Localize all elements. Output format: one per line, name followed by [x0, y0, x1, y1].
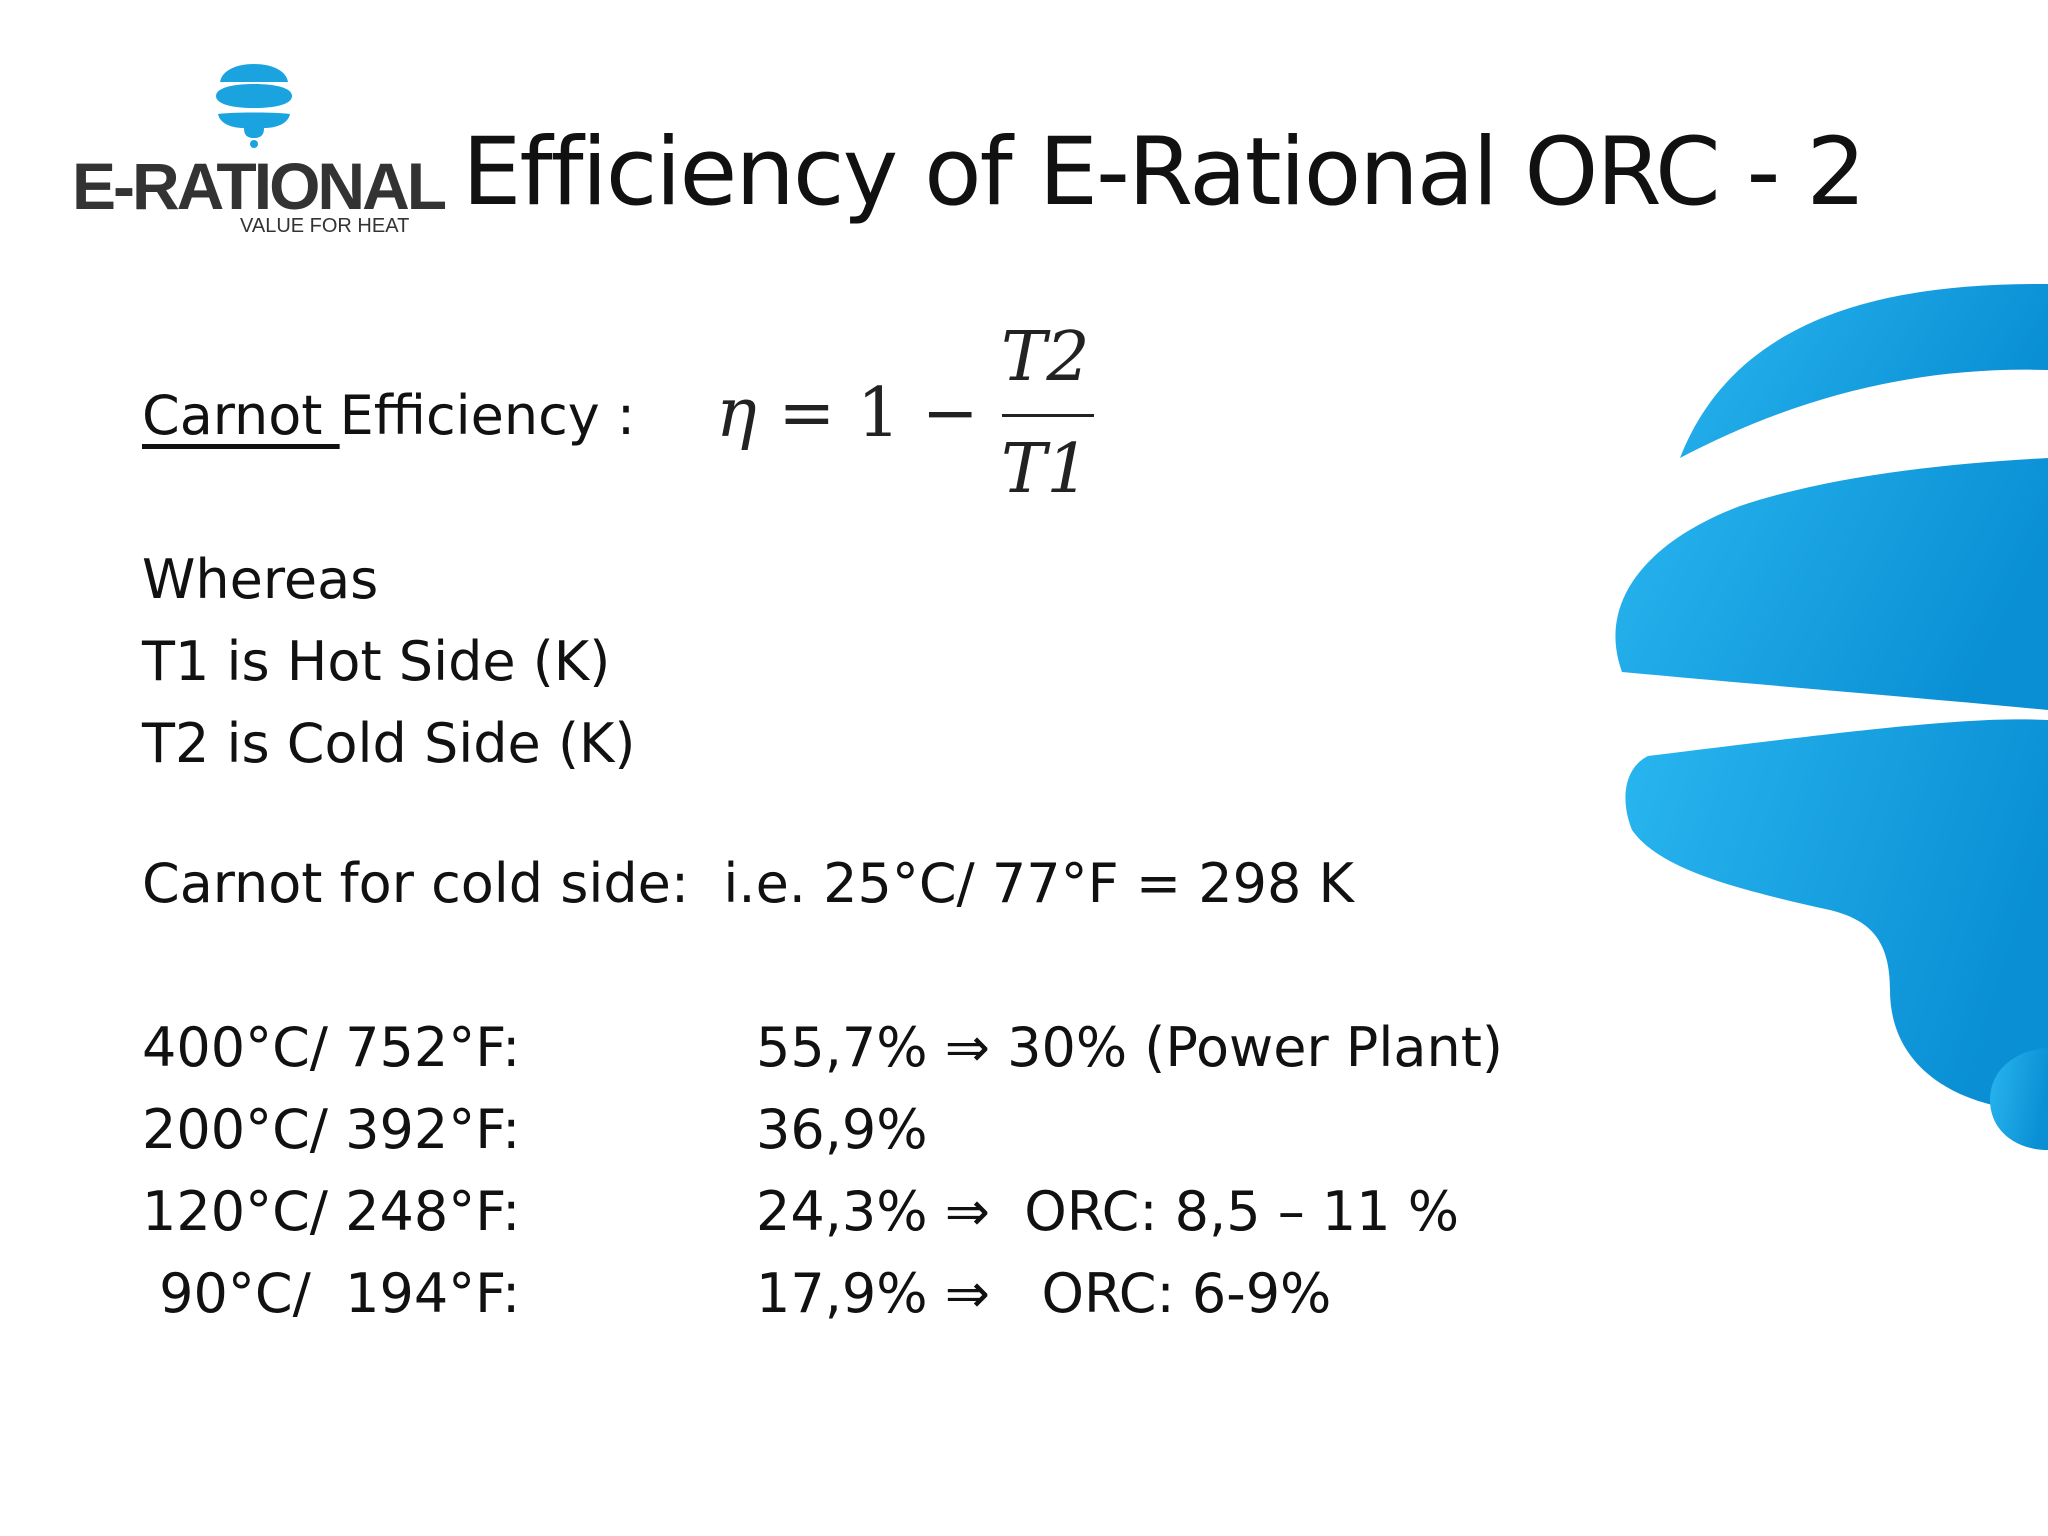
row-efficiency-value: 24,3% ⇒ ORC: 8,5 – 11 % [756, 1180, 1460, 1243]
row-temperature: 120°C/ 248°F: [142, 1180, 521, 1243]
logo-wordmark: E-RATIONAL [72, 149, 447, 223]
formula-eta: η [716, 374, 757, 453]
brand-decoration-graphic [1615, 283, 2048, 1150]
row-temperature: 90°C/ 194°F: [142, 1262, 521, 1325]
carnot-efficiency-label: Carnot Efficiency : [142, 384, 635, 447]
t1-definition: T1 is Hot Side (K) [142, 630, 611, 693]
formula-denominator: T1 [1001, 430, 1090, 509]
row-efficiency-value: 55,7% ⇒ 30% (Power Plant) [756, 1016, 1503, 1079]
row-temperature: 400°C/ 752°F: [142, 1016, 521, 1079]
carnot-label-rest: Efficiency : [339, 384, 636, 447]
formula-lhs: η = 1 − [716, 374, 1000, 453]
deco-middle-band [1615, 458, 2048, 710]
carnot-formula: η = 1 − T2 T1 [716, 318, 1106, 509]
cold-side-statement: Carnot for cold side: i.e. 25°C/ 77°F = … [142, 852, 1354, 915]
row-efficiency-value: 17,9% ⇒ ORC: 6-9% [756, 1262, 1332, 1325]
brand-logo: E-RATIONAL VALUE FOR HEAT [72, 62, 447, 242]
whereas-text: Whereas [142, 548, 379, 611]
deco-top-band [1680, 283, 2048, 458]
slide-title: Efficiency of E-Rational ORC - 2 [462, 118, 1866, 227]
row-temperature: 200°C/ 392°F: [142, 1098, 521, 1161]
deco-lower-band [1625, 719, 2048, 1112]
formula-fraction-bar [1002, 414, 1094, 417]
deco-dot [1990, 1048, 2048, 1150]
row-efficiency-value: 36,9% [756, 1098, 928, 1161]
t2-definition: T2 is Cold Side (K) [142, 712, 636, 775]
carnot-label-underlined: Carnot [142, 384, 340, 447]
logo-tagline: VALUE FOR HEAT [240, 215, 410, 237]
logo-mark-icon [216, 64, 292, 148]
formula-equals-one-minus: = 1 − [756, 374, 1001, 453]
formula-numerator: T2 [1001, 318, 1090, 397]
